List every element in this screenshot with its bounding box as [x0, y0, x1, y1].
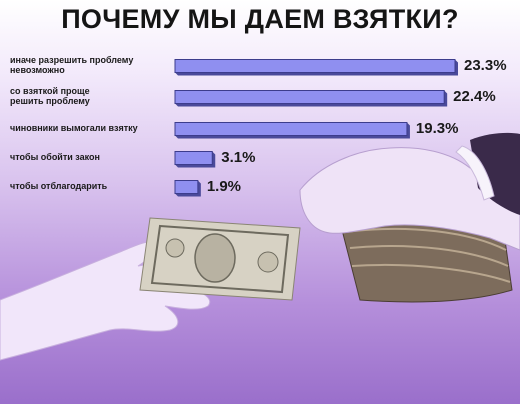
chart-title: ПОЧЕМУ МЫ ДАЕМ ВЗЯТКИ? — [61, 4, 459, 34]
category-label: со взяткой проще решить проблему — [10, 86, 175, 106]
category-label-line: чтобы отблагодарить — [10, 181, 108, 191]
category-label-line: невозможно — [10, 65, 65, 75]
category-label: чиновники вымогали взятку — [10, 123, 175, 133]
bar-value-label: 22.4% — [453, 88, 496, 105]
bar — [174, 90, 445, 104]
category-label-line: чиновники вымогали взятку — [10, 123, 138, 133]
category-label-line: иначе разрешить проблему — [10, 55, 134, 65]
bar — [174, 59, 456, 73]
category-label: чтобы отблагодарить — [10, 181, 175, 191]
money-stack-icon — [339, 217, 513, 303]
category-label-line: решить проблему — [10, 96, 90, 106]
bar — [174, 151, 213, 165]
dollar-bill-icon — [139, 217, 301, 301]
bar-value-label: 3.1% — [221, 149, 256, 166]
category-label: иначе разрешить проблему невозможно — [10, 55, 175, 75]
bar-value-label: 23.3% — [464, 57, 507, 74]
bar — [174, 122, 408, 136]
bar-value-label: 1.9% — [206, 178, 242, 195]
category-label-line: чтобы обойти закон — [10, 152, 100, 162]
bar — [174, 180, 199, 194]
category-label: чтобы обойти закон — [10, 152, 175, 162]
category-label-line: со взяткой проще — [10, 86, 90, 96]
sleeve-icon — [470, 132, 520, 215]
bar-value-label: 19.3% — [415, 120, 459, 137]
right-hand-icon — [299, 147, 520, 251]
